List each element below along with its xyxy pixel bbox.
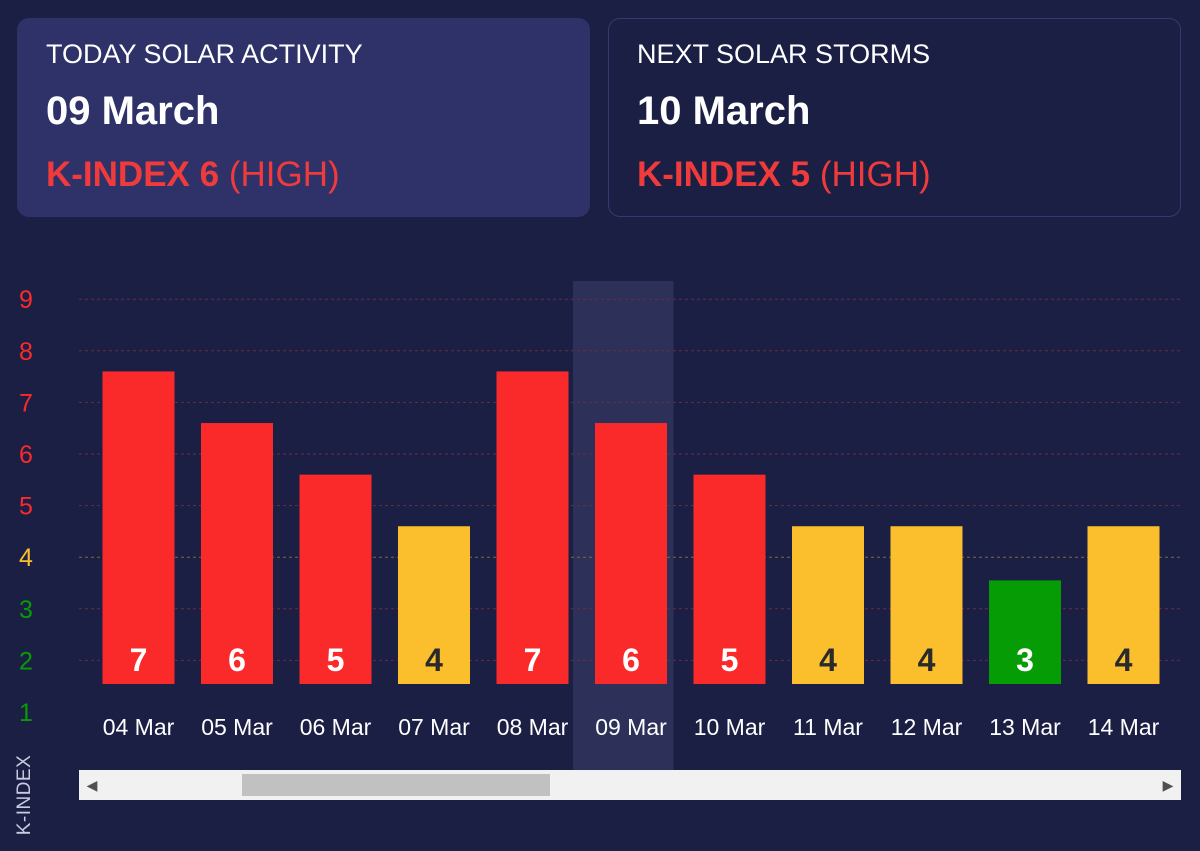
bar [102,371,175,684]
x-tick-label: 10 Mar [694,714,766,740]
x-tick-label: 11 Mar [793,714,863,740]
bar-value-label: 5 [721,642,739,678]
x-tick-label: 14 Mar [1088,714,1160,740]
y-tick-label: 2 [19,647,33,675]
bar [299,474,372,684]
x-tick-label: 05 Mar [201,714,273,740]
bar [693,474,766,684]
y-tick-label: 9 [19,286,33,314]
bar [595,423,667,684]
today-activity-card: TODAY SOLAR ACTIVITY 09 March K-INDEX 6 … [17,18,590,217]
scroll-thumb[interactable] [242,774,550,796]
bar-value-label: 4 [819,642,837,678]
bar-value-label: 4 [425,642,443,678]
scroll-right-arrow-icon[interactable]: ▶ [1162,777,1174,793]
y-tick-label: 1 [19,699,33,727]
bar [989,580,1061,684]
today-card-date: 09 March [46,89,220,133]
x-tick-label: 12 Mar [891,714,963,740]
y-tick-label: 5 [19,493,33,521]
next-card-heading: NEXT SOLAR STORMS [637,39,931,69]
y-tick-label: 8 [19,338,33,366]
today-card-kp: K-INDEX 6 (HIGH) [46,155,561,195]
bar-value-label: 7 [130,642,148,678]
bar [496,371,569,684]
today-card-heading: TODAY SOLAR ACTIVITY [46,39,363,69]
y-tick-label: 4 [19,544,33,572]
bar-value-label: 5 [327,642,345,678]
next-kp-value: K-INDEX 5 [637,155,811,194]
y-tick-label: 6 [19,441,33,469]
x-tick-label: 13 Mar [989,714,1061,740]
next-storms-card: NEXT SOLAR STORMS 10 March K-INDEX 5 (HI… [608,18,1181,217]
y-axis-label: K-INDEX [14,754,35,836]
bar-value-label: 4 [918,642,936,678]
bar-value-label: 6 [228,642,246,678]
next-kp-level: (HIGH) [810,155,931,194]
x-tick-label: 08 Mar [497,714,569,740]
bar [890,526,963,684]
today-kp-value: K-INDEX 6 [46,155,220,194]
x-tick-label: 07 Mar [398,714,470,740]
next-card-date: 10 March [637,89,811,133]
bar-value-label: 6 [622,642,640,678]
y-tick-label: 3 [19,596,33,624]
x-tick-label: 06 Mar [300,714,372,740]
today-kp-level: (HIGH) [219,155,340,194]
scroll-left-arrow-icon[interactable]: ◀ [86,777,98,793]
x-tick-label: 04 Mar [103,714,175,740]
y-tick-label: 7 [19,389,33,417]
bar-value-label: 3 [1016,642,1034,678]
bar-value-label: 4 [1115,642,1133,678]
x-tick-label: 09 Mar [595,714,667,740]
bar [201,423,273,684]
bar [398,526,470,684]
bar [792,526,864,684]
next-card-kp: K-INDEX 5 (HIGH) [637,155,1152,195]
bar [1087,526,1160,684]
bar-value-label: 7 [524,642,542,678]
chart-scrollbar[interactable]: ◀ ▶ [79,770,1181,800]
